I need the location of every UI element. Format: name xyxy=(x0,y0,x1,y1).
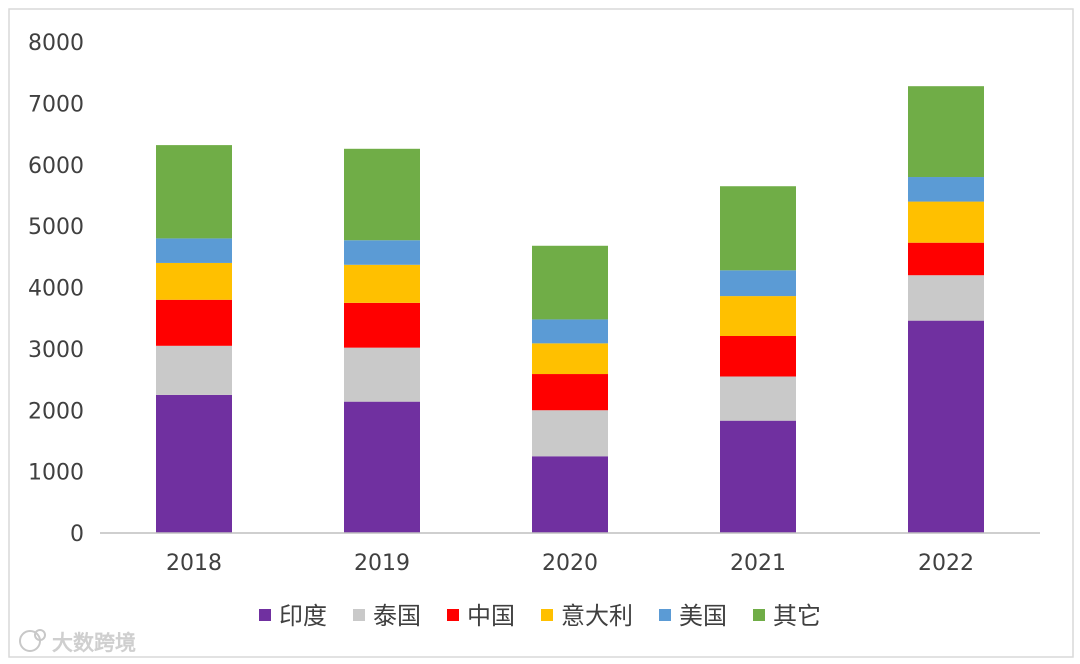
legend-label: 其它 xyxy=(773,602,821,630)
bars xyxy=(156,86,984,533)
legend-label: 印度 xyxy=(279,602,327,630)
bar-segment xyxy=(908,86,984,178)
legend-label: 意大利 xyxy=(561,602,633,630)
bar-segment xyxy=(720,420,796,533)
bar-segment xyxy=(908,320,984,533)
y-tick-label: 5000 xyxy=(28,215,84,240)
y-tick-label: 0 xyxy=(70,522,84,547)
legend-swatch xyxy=(447,609,459,621)
x-tick-label: 2022 xyxy=(918,551,974,576)
bar-segment xyxy=(532,456,608,533)
bar-segment xyxy=(344,302,420,348)
y-tick-label: 6000 xyxy=(28,154,84,179)
y-tick-label: 7000 xyxy=(28,92,84,117)
bar-segment xyxy=(156,394,232,533)
watermark-text: 大数跨境 xyxy=(52,631,136,655)
x-tick-label: 2021 xyxy=(730,551,786,576)
legend-swatch xyxy=(541,609,553,621)
bar-segment xyxy=(532,410,608,457)
bar-segment xyxy=(908,177,984,202)
bar-segment xyxy=(344,347,420,402)
bar-segment xyxy=(720,270,796,297)
x-tick-label: 2018 xyxy=(166,551,222,576)
x-tick-label: 2019 xyxy=(354,551,410,576)
bar-segment xyxy=(344,264,420,303)
bar-segment xyxy=(156,145,232,239)
legend-label: 美国 xyxy=(679,602,727,630)
bar-segment xyxy=(532,319,608,344)
bar-segment xyxy=(156,262,232,300)
bar-segment xyxy=(156,345,232,395)
bar-segment xyxy=(720,376,796,421)
bar-segment xyxy=(156,238,232,263)
bar-segment xyxy=(532,343,608,375)
bar-segment xyxy=(720,296,796,336)
bar-segment xyxy=(344,240,420,265)
y-tick-label: 3000 xyxy=(28,338,84,363)
legend-swatch xyxy=(659,609,671,621)
watermark: 大数跨境 xyxy=(19,629,136,655)
bar-segment xyxy=(344,148,420,241)
legend-swatch xyxy=(753,609,765,621)
legend-swatch xyxy=(353,609,365,621)
bar-segment xyxy=(908,201,984,243)
y-tick-label: 2000 xyxy=(28,399,84,424)
y-axis: 0 1000 2000 3000 4000 5000 6000 7000 8000 xyxy=(28,31,84,547)
legend: 印度 泰国 中国 意大利 美国 其它 xyxy=(259,602,821,630)
legend-swatch xyxy=(259,609,271,621)
bar-segment xyxy=(720,335,796,377)
bar-segment xyxy=(532,374,608,411)
y-tick-label: 8000 xyxy=(28,31,84,56)
bar-segment xyxy=(344,401,420,533)
bar-segment xyxy=(908,242,984,276)
bar-segment xyxy=(532,245,608,320)
x-axis: 2018 2019 2020 2021 2022 xyxy=(166,551,974,576)
bar-segment xyxy=(156,299,232,346)
legend-label: 泰国 xyxy=(373,602,421,630)
watermark-logo-icon-dot xyxy=(34,629,46,641)
legend-label: 中国 xyxy=(467,602,515,630)
bar-segment xyxy=(720,186,796,271)
bar-segment xyxy=(908,275,984,321)
x-tick-label: 2020 xyxy=(542,551,598,576)
y-tick-label: 4000 xyxy=(28,277,84,302)
y-tick-label: 1000 xyxy=(28,461,84,486)
